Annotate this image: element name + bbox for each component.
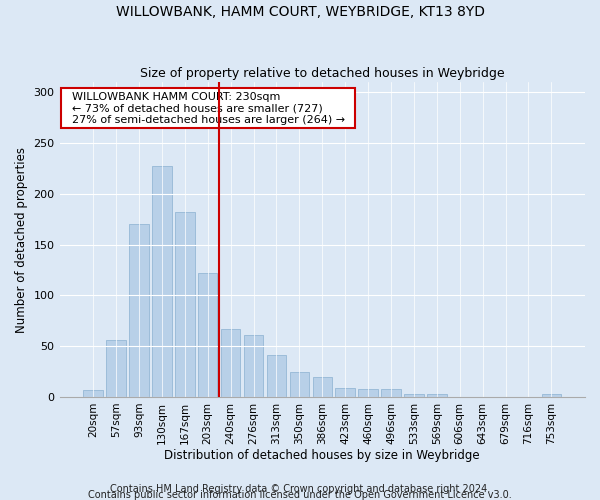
Bar	[267, 356, 286, 397]
Bar	[129, 224, 149, 397]
Title: Size of property relative to detached houses in Weybridge: Size of property relative to detached ho…	[140, 66, 505, 80]
Bar	[244, 335, 263, 397]
Bar	[221, 329, 241, 397]
Bar	[152, 166, 172, 397]
X-axis label: Distribution of detached houses by size in Weybridge: Distribution of detached houses by size …	[164, 450, 480, 462]
Bar	[83, 390, 103, 397]
Bar	[335, 388, 355, 397]
Bar	[290, 372, 309, 397]
Bar	[427, 394, 446, 397]
Bar	[542, 394, 561, 397]
Bar	[358, 389, 378, 397]
Bar	[404, 394, 424, 397]
Bar	[106, 340, 126, 397]
Bar	[313, 376, 332, 397]
Bar	[175, 212, 194, 397]
Bar	[198, 273, 217, 397]
Text: WILLOWBANK, HAMM COURT, WEYBRIDGE, KT13 8YD: WILLOWBANK, HAMM COURT, WEYBRIDGE, KT13 …	[115, 5, 485, 19]
Text: WILLOWBANK HAMM COURT: 230sqm  
  ← 73% of detached houses are smaller (727)  
 : WILLOWBANK HAMM COURT: 230sqm ← 73% of d…	[65, 92, 352, 124]
Bar	[381, 389, 401, 397]
Text: Contains HM Land Registry data © Crown copyright and database right 2024.: Contains HM Land Registry data © Crown c…	[110, 484, 490, 494]
Text: Contains public sector information licensed under the Open Government Licence v3: Contains public sector information licen…	[88, 490, 512, 500]
Y-axis label: Number of detached properties: Number of detached properties	[15, 146, 28, 332]
